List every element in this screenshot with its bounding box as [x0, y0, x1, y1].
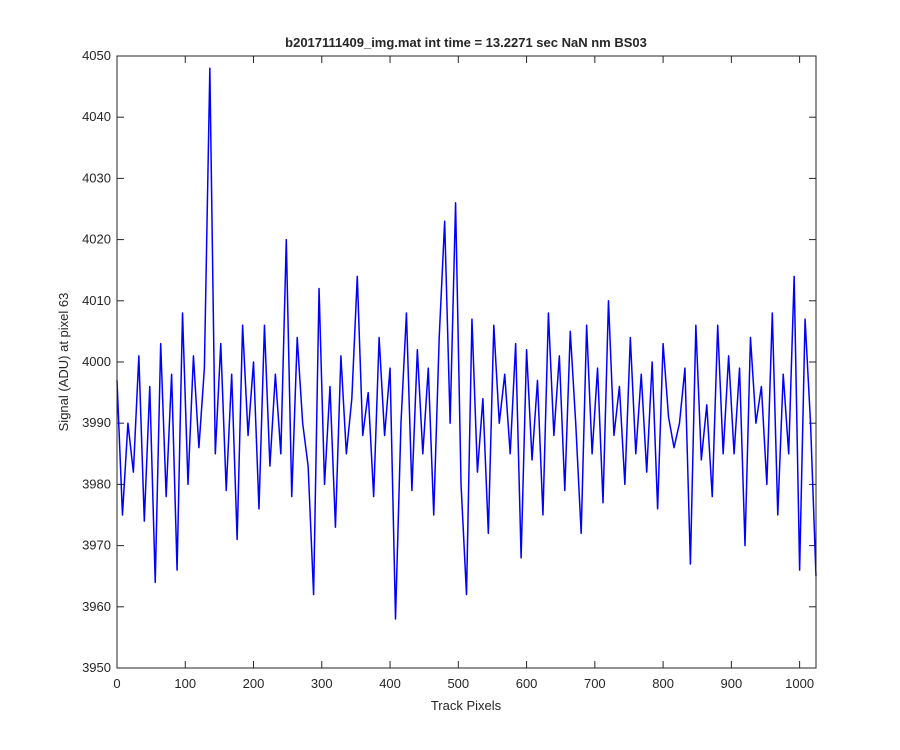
y-tick-label: 4050 — [82, 48, 111, 63]
x-tick-label: 300 — [311, 676, 333, 691]
x-tick-label: 600 — [516, 676, 538, 691]
x-tick-label: 100 — [174, 676, 196, 691]
y-tick-label: 4010 — [82, 293, 111, 308]
y-tick-label: 3980 — [82, 476, 111, 491]
y-tick-label: 4000 — [82, 354, 111, 369]
x-tick-label: 1000 — [785, 676, 814, 691]
x-tick-label: 500 — [447, 676, 469, 691]
y-tick-label: 4020 — [82, 232, 111, 247]
x-axis-label: Track Pixels — [431, 698, 502, 713]
plot-frame — [116, 55, 817, 669]
data-line — [116, 67, 817, 620]
y-tick-label: 3990 — [82, 415, 111, 430]
x-tick-label: 0 — [113, 676, 120, 691]
y-tick-label: 3960 — [82, 599, 111, 614]
y-tick-label: 4030 — [82, 170, 111, 185]
x-tick-label: 900 — [721, 676, 743, 691]
x-tick-label: 700 — [584, 676, 606, 691]
y-axis-label: Signal (ADU) at pixel 63 — [56, 293, 71, 432]
x-tick-label: 800 — [652, 676, 674, 691]
y-tick-label: 3970 — [82, 538, 111, 553]
chart-title: b2017111409_img.mat int time = 13.2271 s… — [285, 35, 647, 50]
x-tick-label: 400 — [379, 676, 401, 691]
y-tick-label: 4040 — [82, 109, 111, 124]
y-tick-label: 3950 — [82, 660, 111, 675]
x-tick-label: 200 — [243, 676, 265, 691]
